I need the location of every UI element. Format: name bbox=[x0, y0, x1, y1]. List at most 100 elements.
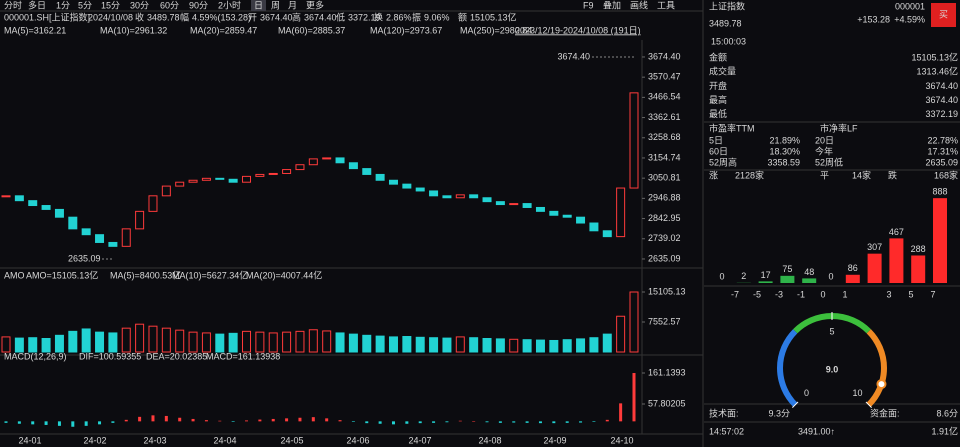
ma-legend: MA(5)=3162.21 bbox=[4, 25, 66, 35]
quote-label: 额 bbox=[458, 11, 467, 22]
y-tick-label: 57.80205 bbox=[648, 398, 686, 408]
tab[interactable]: 90分 bbox=[189, 0, 208, 10]
y-tick-label: 15105.13 bbox=[648, 286, 686, 296]
macd-bar bbox=[164, 415, 168, 422]
x-tick-label: 24-05 bbox=[280, 435, 303, 445]
volume-bar bbox=[322, 330, 332, 353]
bar-value-label: 48 bbox=[804, 267, 814, 277]
candle bbox=[549, 210, 559, 216]
ma-legend: MA(60)=2885.37 bbox=[278, 25, 345, 35]
tab[interactable]: 周 bbox=[271, 0, 280, 10]
tool-button[interactable]: 画线 bbox=[630, 0, 648, 10]
candle bbox=[201, 177, 211, 181]
y-tick-label: 2842.95 bbox=[648, 213, 681, 223]
macd-bar bbox=[57, 421, 61, 426]
volume-bar bbox=[335, 332, 345, 353]
candle bbox=[95, 234, 105, 243]
candle bbox=[388, 179, 398, 185]
volume-bar bbox=[54, 334, 64, 353]
y-tick-label: 3674.40 bbox=[648, 51, 681, 61]
x-tick-label: 1 bbox=[842, 289, 847, 299]
tab[interactable]: 15分 bbox=[101, 0, 120, 10]
bar-value-label: 467 bbox=[889, 227, 904, 237]
tool-button[interactable]: 工具 bbox=[657, 0, 675, 10]
candle bbox=[322, 157, 332, 160]
candle bbox=[362, 168, 372, 175]
y-tick-label: 3466.54 bbox=[648, 92, 681, 102]
macd-bar bbox=[178, 417, 182, 422]
distribution-bar bbox=[802, 278, 817, 283]
x-tick-label: 7 bbox=[930, 289, 935, 299]
stat-label: 金额 bbox=[709, 51, 727, 62]
perf-value: 22.78% bbox=[927, 135, 958, 145]
volume-bar bbox=[68, 330, 78, 353]
macd-bar bbox=[138, 416, 142, 422]
valuation-label: 市净率LF bbox=[820, 122, 858, 133]
macd-bar bbox=[351, 421, 355, 422]
buy-label[interactable]: 买 bbox=[939, 9, 948, 19]
volume-bar bbox=[268, 332, 278, 353]
candle bbox=[14, 195, 24, 202]
quote-code: 000001.SH[上证指数] bbox=[4, 11, 90, 22]
macd-bar bbox=[245, 420, 249, 422]
tab[interactable]: 更多 bbox=[306, 0, 324, 10]
breadth-text: 跌 bbox=[888, 170, 897, 180]
tab[interactable]: 月 bbox=[288, 0, 297, 10]
ma-legend: MA(120)=2973.67 bbox=[370, 25, 442, 35]
gauge-tick-label: 10 bbox=[852, 388, 862, 398]
distribution-bar bbox=[867, 253, 882, 283]
x-tick-label: 5 bbox=[908, 289, 913, 299]
macd-bar bbox=[285, 418, 289, 422]
candle bbox=[415, 187, 425, 192]
time: 15:00:03 bbox=[711, 36, 746, 46]
macd-bar bbox=[4, 421, 8, 423]
x-tick-label: 24-09 bbox=[543, 435, 566, 445]
candle bbox=[335, 157, 345, 164]
tab[interactable]: 60分 bbox=[160, 0, 179, 10]
tab[interactable]: 多日 bbox=[28, 0, 46, 10]
volume-bar bbox=[576, 338, 586, 353]
bar-value-label: 307 bbox=[867, 242, 882, 252]
x-tick-label: 24-04 bbox=[213, 435, 236, 445]
tab[interactable]: 5分 bbox=[78, 0, 92, 10]
tool-button[interactable]: F9 bbox=[583, 0, 594, 10]
volume-bar bbox=[375, 335, 385, 353]
breadth-text: 平 bbox=[820, 170, 829, 180]
volume-bar bbox=[602, 333, 612, 353]
buy-button[interactable] bbox=[931, 3, 956, 27]
gauge-value: 9.0 bbox=[826, 364, 839, 374]
tab[interactable]: 1分 bbox=[56, 0, 70, 10]
tab[interactable]: 日 bbox=[254, 0, 263, 10]
candle bbox=[629, 92, 639, 189]
macd-bar bbox=[231, 421, 235, 422]
macd-bar bbox=[418, 421, 422, 424]
y-tick-label: 2946.88 bbox=[648, 193, 681, 203]
gauge-arc bbox=[777, 329, 798, 407]
macd-bar bbox=[218, 420, 222, 422]
distribution-bar bbox=[780, 275, 795, 283]
macd-bar bbox=[17, 421, 21, 424]
tab[interactable]: 30分 bbox=[130, 0, 149, 10]
volume-bar bbox=[175, 329, 185, 353]
tab[interactable]: 分时 bbox=[4, 0, 22, 10]
distribution-bar bbox=[758, 281, 773, 283]
x-tick-label: 0 bbox=[820, 289, 825, 299]
volume-bar bbox=[415, 336, 425, 353]
stat-value: 3372.19 bbox=[925, 109, 958, 119]
macd-bar bbox=[84, 421, 88, 426]
stat-label: 成交量 bbox=[709, 66, 736, 77]
quote-value: 4.59%(153.28) bbox=[192, 12, 251, 22]
x-tick-label: 24-07 bbox=[408, 435, 431, 445]
tool-button[interactable]: 叠加 bbox=[603, 0, 621, 10]
volume-bar bbox=[469, 337, 479, 353]
macd-bar bbox=[311, 417, 315, 422]
score-label: 技术面: bbox=[709, 407, 739, 418]
x-tick-label: 24-06 bbox=[346, 435, 369, 445]
macd-bar bbox=[432, 421, 436, 423]
score-label: 资金面: bbox=[870, 407, 900, 418]
macd-bar bbox=[512, 421, 516, 423]
volume-bar bbox=[81, 328, 91, 353]
candle bbox=[602, 230, 612, 238]
tab[interactable]: 2小时 bbox=[218, 0, 241, 10]
stat-value: 15105.13亿 bbox=[911, 51, 958, 62]
